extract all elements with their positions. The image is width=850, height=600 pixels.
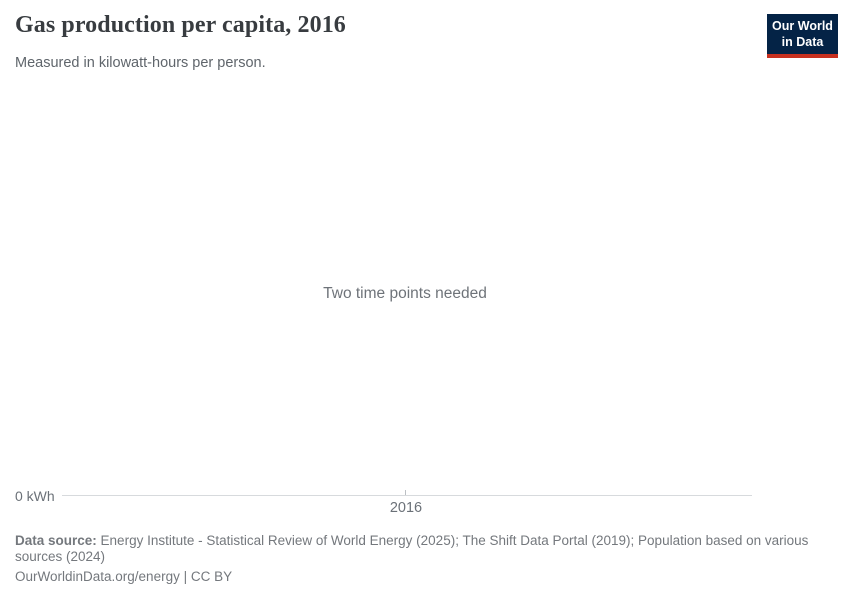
chart-subtitle: Measured in kilowatt-hours per person. xyxy=(15,55,266,71)
data-source-text: Energy Institute - Statistical Review of… xyxy=(15,533,809,564)
x-axis-tick-label: 2016 xyxy=(389,500,423,516)
owid-logo[interactable]: Our World in Data xyxy=(767,14,838,58)
data-source-label: Data source: xyxy=(15,533,97,548)
x-axis-tick-mark xyxy=(405,490,406,495)
chart-title: Gas production per capita, 2016 xyxy=(15,12,346,38)
owid-logo-line2: in Data xyxy=(781,34,824,49)
chart-placeholder-message: Two time points needed xyxy=(323,285,487,302)
citation-license: OurWorldinData.org/energy | CC BY xyxy=(15,569,233,584)
x-axis-line xyxy=(62,495,752,496)
y-axis-tick-label: 0 kWh xyxy=(15,488,55,504)
owid-logo-line1: Our World xyxy=(772,19,833,33)
data-source-note: Data source: Energy Institute - Statisti… xyxy=(15,533,821,565)
chart-footer: Data source: Energy Institute - Statisti… xyxy=(15,533,821,585)
